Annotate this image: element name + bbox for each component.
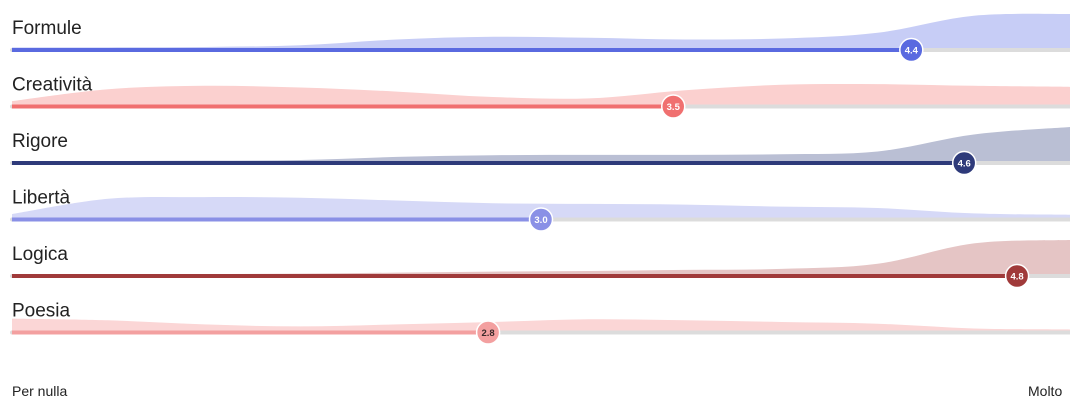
distribution-area-creativita	[12, 83, 1070, 105]
row-creativita: Creatività 3.5	[10, 75, 1070, 119]
row-label-formule: Formule	[12, 18, 82, 39]
distribution-area-formule	[12, 13, 1070, 49]
value-knob-formule	[899, 37, 924, 63]
row-logica: Logica 4.8	[10, 240, 1070, 289]
value-knob-poesia	[475, 320, 501, 345]
row-label-liberta: Libertà	[12, 188, 71, 209]
row-liberta: Libertà 3.0	[10, 188, 1070, 232]
value-label-rigore: 4.6	[958, 159, 971, 170]
value-label-creativita: 3.5	[667, 102, 681, 113]
value-knob-creativita	[661, 94, 686, 119]
value-knob-liberta	[528, 207, 554, 232]
axis-max-label: Molto	[1028, 383, 1063, 399]
distribution-area-logica	[12, 240, 1070, 275]
row-label-poesia: Poesia	[12, 301, 71, 322]
row-label-creativita: Creatività	[12, 75, 93, 96]
row-formule: Formule 4.4	[10, 13, 1070, 63]
row-label-logica: Logica	[12, 244, 68, 265]
row-label-rigore: Rigore	[12, 131, 68, 152]
axis-min-label: Per nulla	[12, 383, 68, 399]
distribution-area-poesia	[12, 318, 1070, 331]
distribution-area-rigore	[12, 127, 1070, 162]
value-knob-rigore	[951, 150, 977, 176]
value-label-liberta: 3.0	[534, 215, 547, 226]
value-label-logica: 4.8	[1010, 272, 1023, 283]
row-rigore: Rigore 4.6	[10, 127, 1070, 176]
row-poesia: Poesia 2.8	[10, 301, 1070, 345]
value-label-poesia: 2.8	[481, 328, 494, 339]
value-knob-logica	[1004, 263, 1030, 289]
distribution-area-liberta	[12, 196, 1070, 218]
value-label-formule: 4.4	[905, 46, 919, 57]
